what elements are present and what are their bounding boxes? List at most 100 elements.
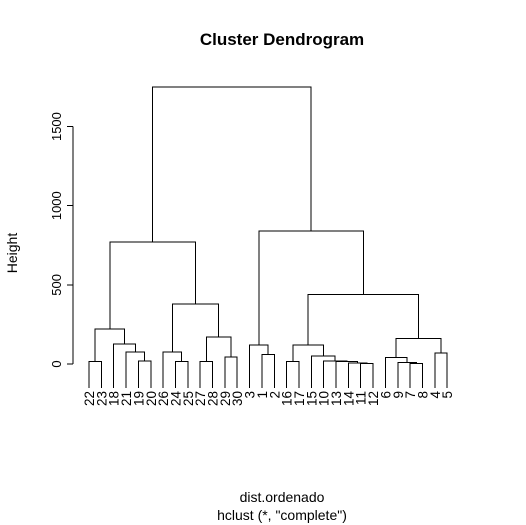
leaf-label: 17 (292, 391, 307, 406)
y-tick-label: 1000 (49, 191, 64, 220)
dendrogram-branch (174, 361, 189, 388)
leaf-label: 16 (280, 391, 295, 406)
leaf-label: 8 (415, 391, 430, 399)
dendrogram-branch (347, 362, 368, 388)
dendrogram-branch (249, 344, 269, 388)
dendrogram-branch (360, 363, 374, 388)
leaf-label: 27 (193, 391, 208, 406)
leaf-label: 10 (317, 391, 332, 406)
dendrogram-branch (125, 351, 146, 388)
dendrogram-branch (162, 351, 183, 388)
dendrogram-tree (88, 86, 448, 388)
merge-G (162, 351, 183, 388)
merge-Y (434, 352, 448, 388)
merge-J (205, 336, 232, 362)
merge-Z (395, 338, 442, 358)
leaf-label: 20 (144, 391, 159, 406)
chart-subtitle: hclust (*, "complete") (217, 507, 347, 523)
dendrogram-branch (152, 86, 312, 243)
leaf-label: 15 (304, 391, 319, 406)
merge-AB (258, 230, 364, 346)
leaf-label: 29 (218, 391, 233, 406)
dendrogram-branch (310, 355, 336, 388)
merge-A (88, 361, 102, 388)
merge-P (360, 363, 374, 388)
leaf-label: 14 (341, 391, 356, 407)
merge-V (409, 363, 423, 388)
dendrogram-branch (434, 352, 448, 388)
leaf-label: 21 (119, 391, 134, 406)
leaf-label: 4 (428, 391, 443, 399)
merge-I (224, 356, 238, 388)
dendrogram-branch (205, 336, 232, 362)
leaf-labels: 2223182119202624252728293031216171510131… (82, 391, 455, 407)
merge-W (397, 361, 417, 388)
leaf-label: 13 (329, 391, 344, 406)
merge-S (323, 360, 348, 388)
dendrogram-branch (261, 354, 275, 388)
leaf-label: 6 (378, 391, 393, 399)
dendrogram-branch (307, 293, 420, 346)
dendrogram-branch (88, 361, 102, 388)
y-tick-label: 1500 (49, 112, 64, 141)
merge-R (335, 361, 359, 388)
merge-T (310, 355, 336, 388)
leaf-label: 11 (354, 391, 369, 405)
leaf-label: 28 (206, 391, 221, 406)
dendrogram-branch (335, 361, 359, 388)
leaf-label: 24 (168, 391, 183, 407)
leaf-label: 25 (181, 391, 196, 406)
y-axis: 0 500 1000 1500 (49, 112, 74, 368)
merge-U (292, 344, 324, 362)
merge-AA (307, 293, 420, 346)
merge-E (94, 328, 126, 362)
dendrogram-branch (292, 344, 324, 362)
leaf-label: 3 (243, 391, 258, 399)
leaf-label: 30 (230, 391, 245, 406)
x-axis-label: dist.ordenado (240, 489, 325, 505)
dendrogram-branch (171, 303, 220, 353)
merge-D (113, 343, 136, 388)
leaf-label: 9 (391, 391, 406, 399)
merge-X (384, 357, 408, 388)
merge-C (125, 351, 146, 388)
dendrogram-branch (409, 363, 423, 388)
dendrogram-branch (224, 356, 238, 388)
leaf-label: 1 (255, 391, 270, 399)
merge-F (174, 361, 189, 388)
leaf-label: 23 (94, 391, 109, 406)
dendrogram-branch (199, 361, 213, 388)
dendrogram-branch (384, 357, 408, 388)
dendrogram-branch (286, 361, 300, 388)
merge-B (137, 360, 152, 388)
leaf-label: 19 (131, 391, 146, 406)
leaf-label: 5 (440, 391, 455, 399)
dendrogram-branch (258, 230, 364, 346)
dendrogram-branch (397, 361, 417, 388)
leaf-label: 12 (366, 391, 381, 406)
merge-L (109, 241, 197, 330)
merge-AC (152, 86, 312, 243)
y-tick-label: 0 (49, 360, 64, 367)
y-tick-label: 500 (49, 274, 64, 296)
dendrogram-branch (94, 328, 126, 362)
merge-O (286, 361, 300, 388)
dendrogram-branch (395, 338, 442, 358)
y-axis-label: Height (4, 233, 20, 274)
leaf-label: 22 (82, 391, 97, 406)
dendrogram-branch (113, 343, 136, 388)
merge-H (199, 361, 213, 388)
merge-M (261, 354, 275, 388)
dendrogram-branch (137, 360, 152, 388)
merge-K (171, 303, 220, 353)
leaf-label: 7 (403, 391, 418, 399)
leaf-label: 2 (267, 391, 282, 399)
leaf-label: 18 (107, 391, 122, 406)
chart-title: Cluster Dendrogram (200, 30, 364, 49)
merge-N (249, 344, 269, 388)
merge-Q (347, 362, 368, 388)
dendrogram-branch (323, 360, 348, 388)
leaf-label: 26 (156, 391, 171, 406)
dendrogram-branch (109, 241, 197, 330)
